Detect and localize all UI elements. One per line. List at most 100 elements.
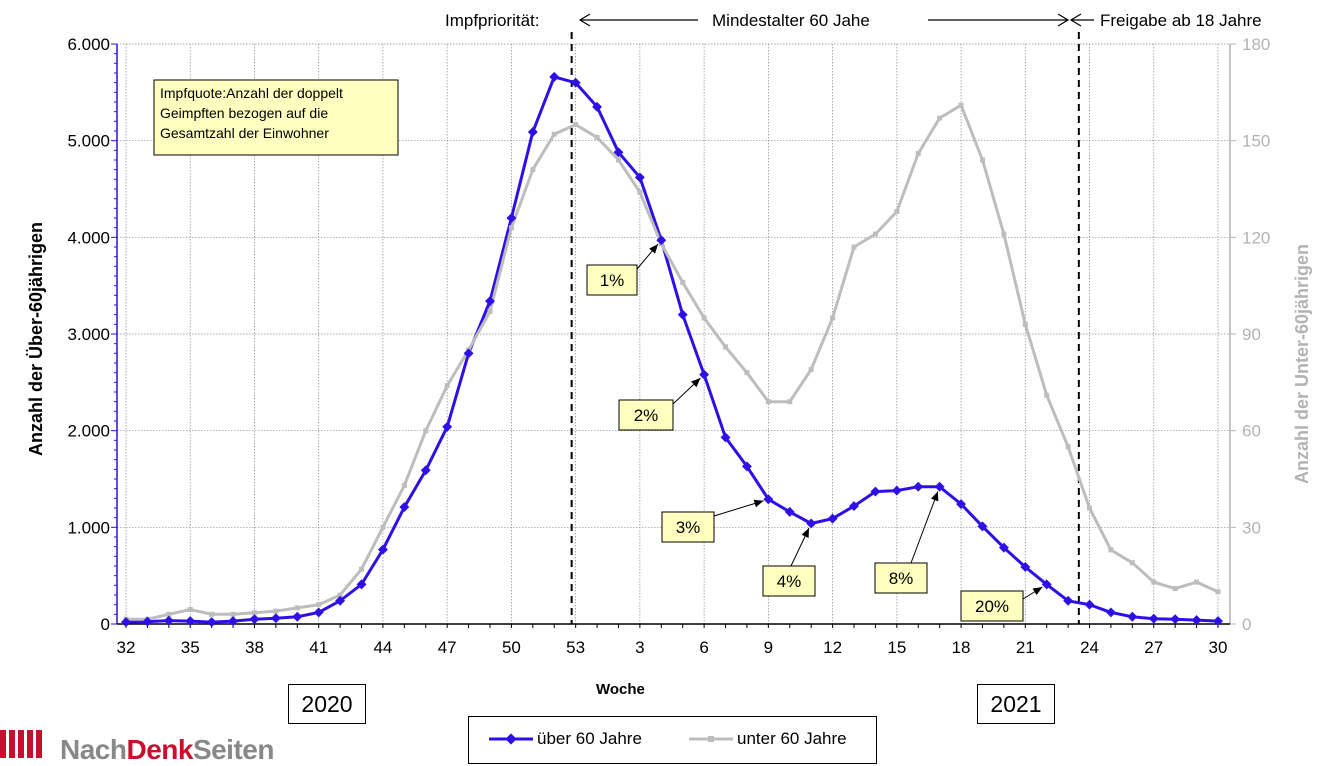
data-point-under-60: [551, 131, 557, 137]
data-point-under-60: [915, 151, 921, 157]
data-point-over-60: [913, 481, 924, 492]
data-point-over-60: [977, 521, 988, 532]
data-point-under-60: [723, 344, 729, 350]
data-point-under-60: [1022, 321, 1028, 327]
y-left-tick-label: 4.000: [67, 228, 110, 247]
data-point-over-60: [784, 506, 795, 517]
data-point-under-60: [830, 315, 836, 321]
data-point-under-60: [594, 134, 600, 140]
data-point-under-60: [765, 399, 771, 405]
data-point-under-60: [1172, 586, 1178, 592]
data-point-under-60: [637, 189, 643, 195]
annotation-box: [586, 264, 638, 296]
year-2021-box: 2021: [977, 684, 1055, 724]
data-point-over-60: [956, 499, 967, 510]
data-point-over-60: [335, 595, 346, 606]
annotation-arrow: [910, 491, 939, 564]
y-right-tick-label: 90: [1242, 325, 1261, 344]
data-point-under-60: [894, 209, 900, 215]
data-point-over-60: [998, 542, 1009, 553]
y-left-tick-label: 0: [101, 615, 110, 634]
x-tick-label: 15: [887, 638, 906, 657]
data-point-over-60: [1041, 579, 1052, 590]
data-point-over-60: [570, 77, 581, 88]
y-axis-right-title: Anzahl der Unter-60jährigen: [1292, 244, 1312, 484]
data-point-under-60: [316, 602, 322, 608]
data-point-under-60: [423, 428, 429, 434]
x-tick-label: 53: [566, 638, 585, 657]
data-point-under-60: [573, 122, 579, 128]
data-point-under-60: [808, 366, 814, 372]
x-tick-label: 30: [1209, 638, 1228, 657]
data-point-under-60: [230, 611, 236, 617]
note-line-2: Geimpften bezogen auf die: [160, 105, 328, 121]
series-line-under-60: [126, 102, 1219, 621]
legend-item-over-60: über 60 Jahre: [489, 729, 642, 749]
data-point-under-60: [530, 167, 536, 173]
data-point-over-60: [592, 101, 603, 112]
annotation-arrowhead: [691, 378, 701, 388]
data-point-over-60: [292, 611, 303, 622]
series-lines: [121, 71, 1223, 628]
data-point-under-60: [701, 315, 707, 321]
y-left-tick-label: 2.000: [67, 422, 110, 441]
x-tick-label: 44: [373, 638, 392, 657]
year-2020-box: 2020: [288, 684, 366, 724]
y-left-tick-label: 1.000: [67, 518, 110, 537]
x-tick-label: 6: [699, 638, 708, 657]
data-point-over-60: [356, 579, 367, 590]
data-point-over-60: [121, 617, 131, 628]
y-right-tick-label: 0: [1242, 615, 1251, 634]
data-point-under-60: [851, 244, 857, 250]
data-point-over-60: [763, 494, 774, 505]
data-point-under-60: [1215, 589, 1221, 595]
data-point-over-60: [228, 616, 239, 627]
data-point-over-60: [656, 235, 667, 246]
data-point-under-60: [787, 399, 793, 405]
header-arrows: [578, 13, 1094, 27]
data-point-under-60: [680, 279, 686, 285]
data-point-under-60: [508, 225, 514, 231]
data-point-over-60: [1148, 613, 1159, 624]
y-right-tick-label: 120: [1242, 228, 1270, 247]
annotation-box: [874, 562, 928, 594]
header-priority-label: Impfpriorität:: [445, 11, 539, 30]
annotation-arrowhead: [649, 244, 659, 254]
logo-text: NachDenkSeiten: [60, 734, 274, 765]
x-tick-label: 38: [245, 638, 264, 657]
axes: 0 0 1.000 30 2.000 60 3.000 90 4.000 120 5.000 150 6…: [67, 35, 1270, 657]
annotation-box: [661, 511, 715, 543]
data-point-over-60: [1105, 607, 1116, 618]
annotation-label: 20%: [975, 597, 1009, 616]
annotation-box: [618, 399, 674, 431]
annotation-label: 1%: [600, 271, 625, 290]
legend-swatch-under-60: [689, 736, 733, 742]
x-tick-label: 47: [438, 638, 457, 657]
note-text: Impfquote:Anzahl der doppelt Geimpften b…: [160, 85, 347, 141]
data-point-over-60: [634, 172, 645, 183]
data-point-over-60: [1191, 615, 1202, 626]
data-point-over-60: [613, 147, 624, 158]
annotation-label: 2%: [634, 406, 659, 425]
header-release-label: Freigabe ab 18 Jahre: [1100, 11, 1262, 30]
data-point-under-60: [958, 102, 964, 108]
legend-label-over-60: über 60 Jahre: [537, 729, 642, 748]
legend-item-under-60: unter 60 Jahre: [689, 729, 847, 749]
annotation-label: 3%: [676, 518, 701, 537]
data-point-over-60: [313, 607, 324, 618]
data-point-over-60: [249, 614, 260, 625]
data-point-over-60: [1063, 595, 1074, 606]
data-point-over-60: [934, 481, 945, 492]
legend-label-under-60: unter 60 Jahre: [737, 729, 847, 748]
data-point-under-60: [1194, 579, 1200, 585]
data-point-under-60: [937, 115, 943, 121]
data-point-over-60: [442, 421, 453, 432]
data-point-under-60: [1044, 392, 1050, 398]
data-point-over-60: [142, 616, 153, 627]
data-point-over-60: [699, 369, 710, 380]
annotation-box: [960, 590, 1024, 622]
data-point-over-60: [549, 71, 560, 82]
data-point-under-60: [744, 370, 750, 376]
data-point-over-60: [485, 296, 495, 307]
y-right-tick-label: 60: [1242, 422, 1261, 441]
